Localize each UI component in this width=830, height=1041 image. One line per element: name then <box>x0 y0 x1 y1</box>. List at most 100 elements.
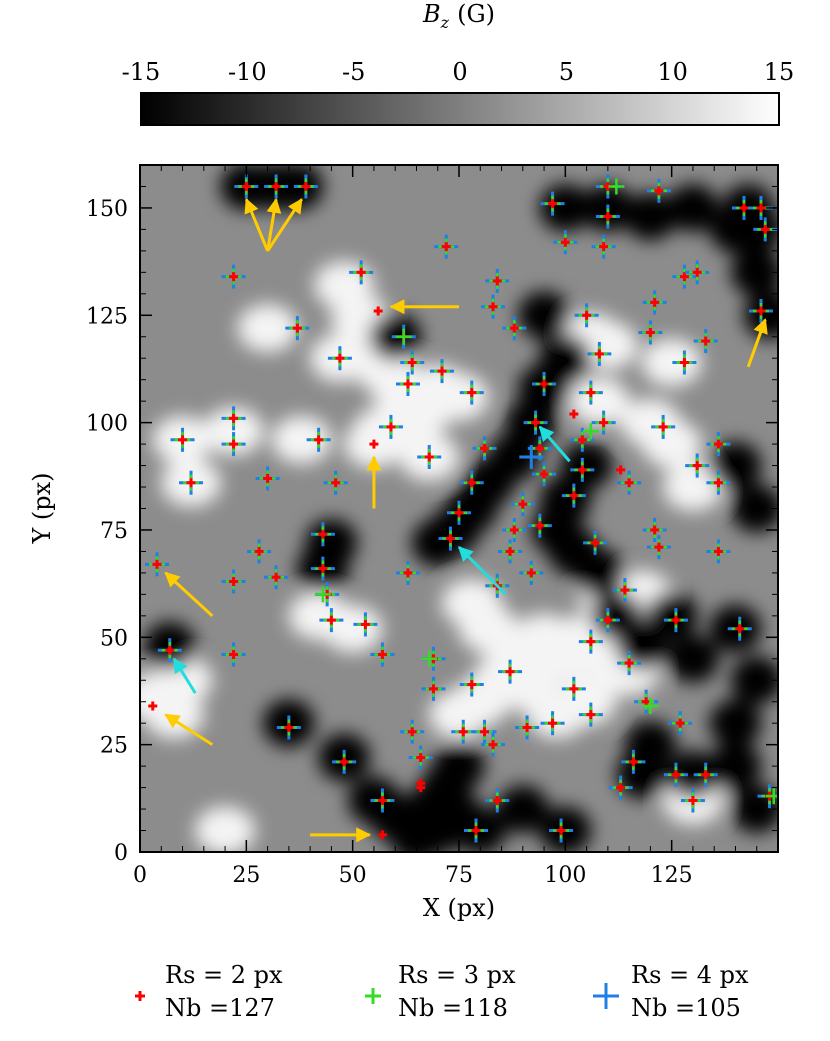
y-tick-label: 25 <box>100 734 128 759</box>
colorbar-tick-label: 15 <box>764 58 795 86</box>
positive-field-blob <box>195 806 256 852</box>
marker-rs2 <box>505 546 515 556</box>
marker-rs2 <box>616 465 626 475</box>
legend-label-line1: Rs = 3 px <box>398 961 516 989</box>
yellow-arrow <box>746 318 768 368</box>
marker-rs2 <box>301 181 311 191</box>
marker-rs2 <box>654 542 664 552</box>
marker-rs2 <box>594 349 604 359</box>
x-axis-label: X (px) <box>423 894 495 922</box>
positive-field-blob <box>556 677 617 726</box>
marker-rs2 <box>373 306 383 316</box>
marker-rs2 <box>539 379 549 389</box>
marker-rs2 <box>480 727 490 737</box>
y-axis-ticks: 0 25 50 75 100 125 150 <box>86 185 778 866</box>
yellow-arrow <box>164 571 214 617</box>
colorbar-label-sub: z <box>440 13 450 32</box>
positive-field-blob <box>569 377 630 426</box>
negative-field-blob <box>645 591 698 640</box>
marker-rs2 <box>701 336 711 346</box>
marker-rs2 <box>335 353 345 363</box>
marker-rs2 <box>560 237 570 247</box>
marker-rs2 <box>760 224 770 234</box>
marker-rs2 <box>628 757 638 767</box>
positive-field-blob <box>662 463 723 512</box>
x-tick-label: 50 <box>339 863 367 888</box>
legend-entry: Rs = 3 px Nb =118 <box>365 961 516 1022</box>
marker-rs2 <box>377 830 387 840</box>
marker-rs2 <box>526 568 536 578</box>
marker-rs2 <box>229 649 239 659</box>
marker-rs2 <box>569 409 579 419</box>
positive-field-blob <box>271 415 332 464</box>
negative-field-blob <box>666 634 719 683</box>
legend-label-line2: Nb =127 <box>165 994 275 1022</box>
marker-rs2 <box>671 615 681 625</box>
marker-rs2 <box>284 722 294 732</box>
marker-rs3 <box>582 423 599 440</box>
marker-rs2 <box>186 478 196 488</box>
marker-rs3 <box>421 650 438 667</box>
marker-rs2 <box>229 413 239 423</box>
marker-rs2 <box>428 684 438 694</box>
marker-rs2 <box>488 302 498 312</box>
marker-rs2 <box>331 478 341 488</box>
marker-rs2 <box>314 435 324 445</box>
marker-rs2 <box>377 649 387 659</box>
marker-rs2 <box>403 568 413 578</box>
y-axis-label: Y (px) <box>28 472 56 544</box>
marker-rs2 <box>148 701 158 711</box>
marker-rs2 <box>522 722 532 732</box>
positive-field-blob <box>237 304 298 353</box>
negative-field-blob <box>411 518 464 567</box>
marker-rs2 <box>229 272 239 282</box>
legend: Rs = 2 px Nb =127 Rs = 3 px Nb =118 Rs = 4 p… <box>135 961 749 1022</box>
colorbar-label-unit: (G) <box>457 0 495 28</box>
marker-rs2 <box>407 358 417 368</box>
y-tick-label: 150 <box>86 197 128 222</box>
marker-rs2 <box>292 323 302 333</box>
positive-field-blob <box>429 690 489 739</box>
negative-field-blob <box>709 441 762 490</box>
marker-rs2 <box>339 757 349 767</box>
marker-rs2 <box>152 559 162 569</box>
positive-field-blob <box>641 338 702 387</box>
marker-rs2 <box>599 418 609 428</box>
marker-rs2 <box>416 783 426 793</box>
marker-rs2 <box>488 740 498 750</box>
negative-field-blob <box>560 441 613 490</box>
marker-rs2 <box>318 564 328 574</box>
marker-rs2 <box>645 327 655 337</box>
negative-field-blob <box>730 656 778 705</box>
marker-rs2 <box>577 435 587 445</box>
legend-label-line2: Nb =118 <box>398 994 508 1022</box>
marker-rs2 <box>692 461 702 471</box>
marker-rs3 <box>314 586 331 603</box>
marker-rs2 <box>480 443 490 453</box>
marker-rs2 <box>548 718 558 728</box>
marker-rs2 <box>671 770 681 780</box>
marker-rs2 <box>505 667 515 677</box>
legend-label-line1: Rs = 2 px <box>165 961 283 989</box>
marker-rs2 <box>229 439 239 449</box>
legend-entry: Rs = 2 px Nb =127 <box>135 961 283 1022</box>
x-tick-label: 125 <box>651 863 693 888</box>
marker-rs2 <box>620 585 630 595</box>
y-tick-label: 50 <box>100 626 128 651</box>
marker-rs2 <box>624 478 634 488</box>
marker-rs2 <box>692 267 702 277</box>
marker-rs2 <box>713 439 723 449</box>
negative-field-blob <box>709 742 762 791</box>
marker-rs2 <box>577 465 587 475</box>
negative-field-blob <box>615 750 668 799</box>
marker-rs2 <box>492 276 502 286</box>
plot-area: 0 25 50 75 100 125 0 25 50 75 100 125 150 X (px) Y … <box>28 164 779 922</box>
marker-rs2 <box>360 619 370 629</box>
marker-rs2 <box>586 710 596 720</box>
colorbar-tick-label: 5 <box>559 58 574 86</box>
negative-field-blob <box>496 785 549 834</box>
marker-rs2 <box>756 306 766 316</box>
markers <box>145 174 778 843</box>
cyan-arrow <box>172 657 197 694</box>
